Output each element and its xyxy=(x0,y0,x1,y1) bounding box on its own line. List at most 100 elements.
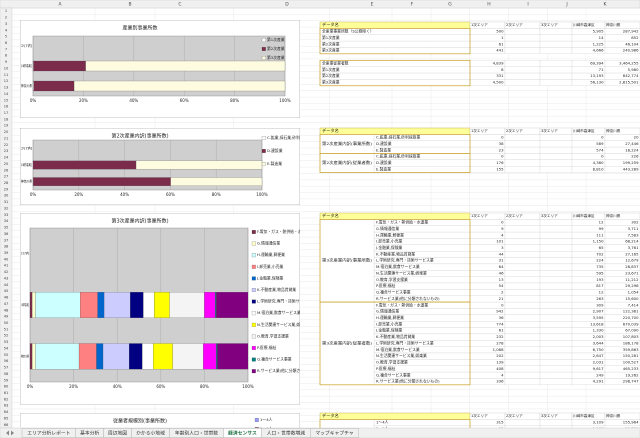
value-cell xyxy=(539,314,573,322)
row-label: J.金融業,保険業 xyxy=(375,245,403,250)
value-text: 336 xyxy=(496,379,504,384)
row-header: 36 xyxy=(4,232,9,236)
sheet-tab-label[interactable]: 周辺地図 xyxy=(108,430,127,437)
value-cell xyxy=(539,257,573,265)
row-header: 38 xyxy=(4,245,9,249)
block-border xyxy=(319,153,471,173)
row-header: 62 xyxy=(4,397,9,401)
bar-segment xyxy=(32,160,137,170)
sheet-tab-label[interactable]: かかる小地域 xyxy=(136,430,165,437)
sheet-tab-label[interactable]: マップキャプチャ xyxy=(315,431,354,437)
header-text: 1次エリア xyxy=(471,213,488,218)
value-text: 6,750 xyxy=(593,347,604,352)
row-header: 50 xyxy=(4,321,9,325)
value-text: 263 xyxy=(596,296,604,301)
x-tick-label: 20% xyxy=(74,192,83,197)
value-text: 27,165 xyxy=(625,251,639,256)
value-cell xyxy=(539,79,573,86)
header-text: 3次エリア xyxy=(541,213,558,218)
value-text: 465,233 xyxy=(623,366,639,371)
value-cell xyxy=(539,251,573,258)
value-text: 28,837 xyxy=(625,264,639,269)
row-header: 49 xyxy=(4,315,9,319)
value-text: 3,464,255 xyxy=(619,61,639,66)
row-label: 第3次産業 xyxy=(322,80,340,85)
row-label: H.運輸業,郵便業 xyxy=(376,232,404,237)
legend-label: M.宿泊業,飲食サービス業 xyxy=(257,310,301,315)
value-cell xyxy=(539,231,573,239)
value-cell xyxy=(504,263,541,271)
column-header: A xyxy=(58,2,62,8)
row-header: 3 xyxy=(5,22,7,26)
sheet-tab-label[interactable]: エリア分析レポート xyxy=(27,430,70,437)
legend-label: H.運輸業,郵便業 xyxy=(257,252,285,257)
sheet-tab-label[interactable]: 年齢別人口・世帯数 xyxy=(175,430,218,437)
value-text: 64 xyxy=(499,264,504,269)
value-text: 36 xyxy=(499,315,504,320)
value-text: 4,291 xyxy=(593,379,604,384)
value-cell xyxy=(504,289,541,296)
value-text: 21 xyxy=(499,296,504,301)
value-cell xyxy=(504,134,541,141)
x-tick-label: 80% xyxy=(212,192,221,197)
legend-label: 第3次産業 xyxy=(267,55,285,60)
value-cell xyxy=(604,425,640,428)
value-text: 29,298 xyxy=(625,283,639,288)
value-cell xyxy=(504,244,541,252)
row-header: 52 xyxy=(4,334,9,338)
header-text: 神奈川県 xyxy=(606,128,621,133)
row-label: D.建設業 xyxy=(376,160,392,165)
value-cell xyxy=(469,66,506,74)
data-table: データ名 1次エリア 2次エリア 3次エリア 川崎市高津区 神奈川県 F.電気・ガス・熱供給… xyxy=(319,212,640,386)
row-header: 18 xyxy=(4,117,9,121)
value-cell xyxy=(539,66,573,74)
column-header: C xyxy=(178,2,181,8)
value-text: 4,839 xyxy=(493,61,504,66)
x-tick-label: 60% xyxy=(166,192,175,197)
row-label: F.電気・ガス・熱供給・水道業 xyxy=(376,302,428,307)
value-text: 735 xyxy=(596,264,604,269)
value-cell xyxy=(469,219,506,226)
value-text: 589 xyxy=(596,141,604,146)
value-text: 774 xyxy=(496,321,504,326)
value-text: 4,500 xyxy=(493,80,504,85)
row-header: 2 xyxy=(5,16,7,20)
x-tick-label: 80% xyxy=(230,98,239,103)
value-text: 3,595 xyxy=(593,315,604,320)
label-cell xyxy=(319,72,471,80)
value-cell xyxy=(539,153,573,160)
sheet-tab-label[interactable]: 基本分析 xyxy=(80,430,99,437)
value-cell xyxy=(539,378,573,385)
bar-segment xyxy=(32,292,36,318)
header-cell xyxy=(319,412,471,420)
sheet-tab-label[interactable]: 経済センサス xyxy=(228,430,257,437)
header-text: 1次エリア xyxy=(471,413,488,418)
value-cell xyxy=(469,289,506,296)
value-cell xyxy=(539,146,573,154)
bar-segment xyxy=(130,292,144,318)
value-cell xyxy=(504,419,541,426)
value-cell xyxy=(539,244,573,252)
value-cell xyxy=(469,153,506,160)
bar-segment xyxy=(104,292,131,318)
value-cell xyxy=(469,134,506,141)
column-header: B xyxy=(128,2,131,8)
column-header: G xyxy=(448,2,452,8)
value-text: 315 xyxy=(496,420,504,425)
bar-segment xyxy=(96,343,104,370)
x-tick-label: 60% xyxy=(156,384,165,389)
value-text: 942 xyxy=(496,309,504,314)
row-header: 6 xyxy=(5,41,8,45)
legend-swatch xyxy=(251,241,256,246)
value-cell xyxy=(539,301,573,309)
sheet-tab-label[interactable]: 人口・世帯数増減 xyxy=(267,430,306,437)
value-text: 670,039 xyxy=(623,321,639,326)
y-tick-label: ｴﾘｱ内 xyxy=(21,251,29,256)
value-cell xyxy=(504,34,541,42)
label-cell xyxy=(319,79,471,86)
value-text: 1,330 xyxy=(593,328,604,333)
value-text: 13 xyxy=(499,277,504,282)
legend-swatch xyxy=(251,299,256,304)
legend-swatch xyxy=(261,136,266,140)
